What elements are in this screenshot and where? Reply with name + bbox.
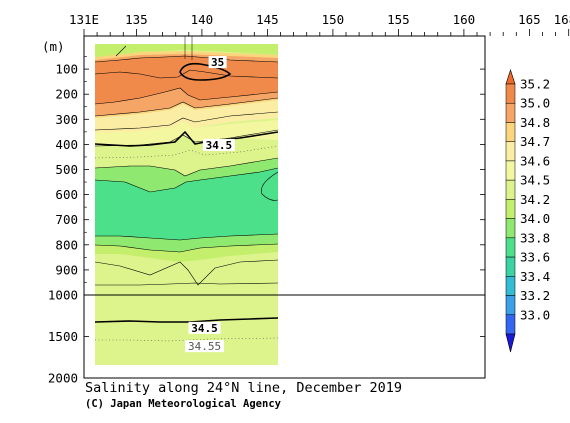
x-tick-label: 160 xyxy=(453,12,476,27)
x-tick-label: 131E xyxy=(69,12,99,27)
contour-line-35 xyxy=(179,62,232,81)
band-35.2 xyxy=(95,56,278,104)
contour-line xyxy=(95,87,278,105)
colorbar-label: 33.2 xyxy=(520,288,550,303)
contour-line xyxy=(95,243,278,253)
colorbar-label: 33.4 xyxy=(520,269,550,284)
colorbar-swatch xyxy=(505,122,516,142)
contour-line xyxy=(261,171,278,201)
colorbar-label: 33.6 xyxy=(520,250,550,265)
contour-line xyxy=(95,282,278,286)
colorbar-swatch xyxy=(505,314,516,335)
contour-line xyxy=(95,111,278,131)
colorbar-label: 34.5 xyxy=(520,173,550,188)
contour-label: 34.5 xyxy=(206,139,233,152)
colorbar-top-arrow xyxy=(505,69,516,85)
x-tick-label: 135 xyxy=(125,12,148,27)
colorbar-label: 34.8 xyxy=(520,115,550,130)
x-axis: 131E 135 140 145 150 155 160 165 168E xyxy=(69,12,570,36)
band-34.2-surface xyxy=(95,44,278,60)
colorbar-label: 34.2 xyxy=(520,192,550,207)
x-tick-label: 155 xyxy=(387,12,410,27)
colorbar-swatch xyxy=(505,160,516,181)
y-tick-label: 400 xyxy=(55,137,78,152)
x-tick-label: 168E xyxy=(554,12,570,27)
band-34.7 xyxy=(95,100,278,135)
contour-label-bg xyxy=(208,56,227,69)
y-tick-label: 300 xyxy=(55,112,78,127)
contour-lines xyxy=(95,45,278,342)
colorbar-label: 35.2 xyxy=(520,77,550,92)
salinity-field xyxy=(95,44,278,366)
contour-line xyxy=(95,259,278,286)
contour-line xyxy=(95,157,278,177)
x-tick-label: 145 xyxy=(256,12,279,27)
band-34.5-deep xyxy=(95,296,278,366)
contour-labels: 35 34.5 34.5 34.55 xyxy=(185,56,235,353)
y-tick-label: 1000 xyxy=(48,288,78,303)
x-tick-label: 165 xyxy=(518,12,541,27)
colorbar-swatch xyxy=(505,276,516,296)
colorbar-label: 33.0 xyxy=(520,307,550,322)
colorbar-swatch xyxy=(505,179,516,200)
colorbar-swatch xyxy=(505,141,516,162)
colorbar-swatch xyxy=(505,83,516,104)
x-tick-label: 150 xyxy=(322,12,345,27)
x-tick-label: 140 xyxy=(191,12,214,27)
contour-label-bg xyxy=(188,321,221,334)
colorbar-swatch xyxy=(505,102,516,123)
contour-line xyxy=(95,167,278,193)
y-tick-label: 500 xyxy=(55,162,78,177)
contour-line xyxy=(95,233,278,241)
y-unit-label: (m) xyxy=(42,39,65,54)
colorbar-swatch xyxy=(505,218,516,239)
contour-label-bg xyxy=(202,138,235,151)
colorbar-bottom-arrow xyxy=(505,333,516,353)
contour-label: 35 xyxy=(211,56,224,69)
y-axis: 100 200 300 400 500 600 700 800 900 1000 1500 2000 xyxy=(48,56,485,386)
contour-line xyxy=(115,45,127,57)
contour-line xyxy=(95,69,278,79)
data-gap-bottom xyxy=(95,365,485,377)
colorbar-swatch xyxy=(505,199,516,219)
colorbar-label: 33.8 xyxy=(520,230,550,245)
colorbar-label: 34.7 xyxy=(520,134,550,149)
colorbar-swatch xyxy=(505,237,516,258)
y-tick-label: 200 xyxy=(55,87,78,102)
contour-label: 34.55 xyxy=(188,340,221,353)
y-tick-label: 700 xyxy=(55,212,78,227)
chart-credit: (C) Japan Meteorological Agency xyxy=(85,398,281,410)
colorbar-label: 34.6 xyxy=(520,153,550,168)
colorbar-swatch xyxy=(505,295,516,316)
colorbar-label: 35.0 xyxy=(520,96,550,111)
colorbar-swatch xyxy=(505,256,516,277)
contour-label: 34.5 xyxy=(191,322,218,335)
y-tick-label: 100 xyxy=(55,62,78,77)
contour-label-bg xyxy=(185,340,225,353)
contour-line xyxy=(95,55,278,63)
y-tick-label: 800 xyxy=(55,237,78,252)
y-tick-label: 900 xyxy=(55,262,78,277)
data-gap-top xyxy=(278,44,484,366)
band-34.2-lower xyxy=(95,244,278,262)
chart-title: Salinity along 24°N line, December 2019 xyxy=(85,380,402,396)
y-tick-label: 600 xyxy=(55,187,78,202)
contour-line xyxy=(95,97,278,117)
colorbar: 35.2 35.0 34.8 34.7 34.6 34.5 34.2 34.0 33.8 33.6… xyxy=(505,69,550,353)
colorbar-label: 34.0 xyxy=(520,211,550,226)
band-33.8 xyxy=(95,168,278,240)
y-tick-label: 1500 xyxy=(48,329,78,344)
y-tick-label: 2000 xyxy=(48,371,78,386)
